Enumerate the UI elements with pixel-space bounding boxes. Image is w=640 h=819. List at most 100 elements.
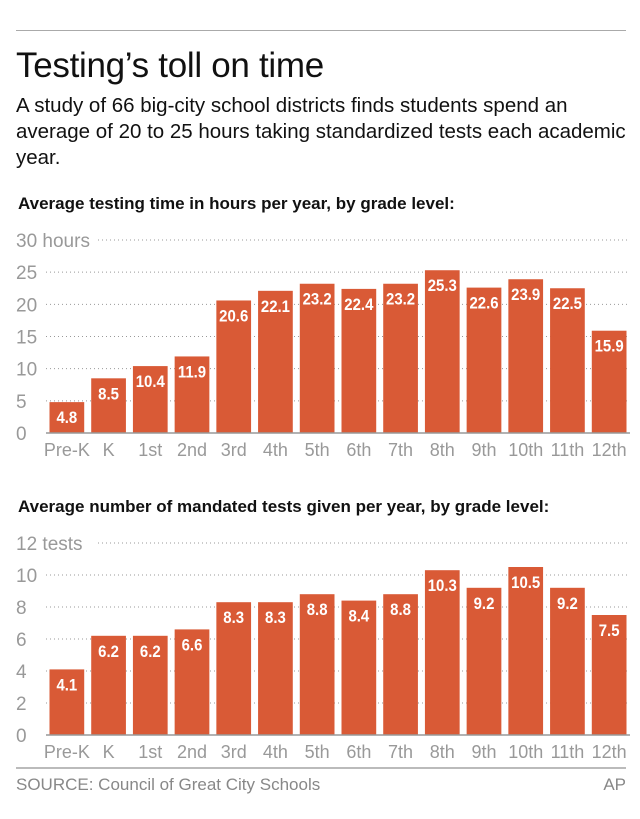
bar-value-label: 10.4	[136, 373, 165, 391]
bar-value-label: 9.2	[474, 595, 495, 613]
bar	[591, 330, 627, 433]
x-tick-label: Pre-K	[44, 742, 90, 762]
bar-value-label: 10.3	[428, 577, 457, 595]
bar	[132, 635, 168, 735]
x-tick-label: 8th	[430, 440, 455, 460]
y-tick-label: 4	[16, 662, 27, 683]
bar-value-label: 15.9	[595, 338, 624, 356]
bar	[49, 669, 85, 735]
source-note: SOURCE: Council of Great City Schools	[16, 775, 321, 794]
bar	[216, 300, 252, 433]
bar	[424, 570, 460, 735]
bar	[174, 629, 210, 735]
x-tick-label: 4th	[263, 742, 288, 762]
bottom-rule	[16, 767, 626, 769]
x-tick-label: 2nd	[177, 742, 207, 762]
x-tick-label: 5th	[305, 742, 330, 762]
bar-value-label: 6.6	[182, 637, 203, 655]
bar-value-label: 22.1	[261, 298, 290, 316]
x-tick-label: 7th	[388, 440, 413, 460]
y-tick-label: 12 tests	[16, 534, 83, 555]
bar-value-label: 8.4	[348, 608, 369, 626]
bar-value-label: 23.2	[303, 291, 332, 309]
x-tick-label: 9th	[471, 440, 496, 460]
x-tick-label: 3rd	[221, 440, 247, 460]
top-rule	[16, 30, 626, 31]
subtitle: A study of 66 big-city school districts …	[16, 94, 626, 169]
x-tick-label: 4th	[263, 440, 288, 460]
bar-value-label: 6.2	[98, 643, 119, 661]
y-tick-label: 5	[16, 392, 27, 413]
y-tick-label: 10	[16, 566, 37, 587]
x-tick-label: 2nd	[177, 440, 207, 460]
bar	[591, 615, 627, 735]
bar-value-label: 23.2	[386, 291, 415, 309]
y-tick-label: 2	[16, 694, 27, 715]
x-tick-label: 11th	[551, 440, 585, 460]
chart-title-hours: Average testing time in hours per year, …	[18, 194, 455, 213]
bar-value-label: 4.8	[56, 409, 77, 427]
bar-value-label: 4.1	[56, 677, 77, 695]
y-tick-label: 6	[16, 630, 27, 651]
bar-value-label: 11.9	[178, 364, 206, 382]
x-tick-label: 12th	[592, 742, 627, 762]
bar-value-label: 8.3	[223, 609, 244, 627]
bar	[550, 587, 585, 735]
bar	[216, 602, 252, 735]
y-tick-label: 10	[16, 360, 37, 381]
x-tick-label: K	[103, 440, 115, 460]
x-tick-label: 11th	[551, 742, 585, 762]
x-tick-label: 10th	[508, 742, 543, 762]
bar	[466, 587, 502, 735]
x-tick-label: 7th	[388, 742, 413, 762]
bar	[341, 288, 377, 433]
bar	[91, 635, 126, 735]
bar-value-label: 8.8	[307, 601, 328, 619]
bar	[174, 356, 210, 433]
bar-value-label: 20.6	[219, 308, 248, 326]
y-tick-label: 25	[16, 263, 37, 284]
bar-value-label: 23.9	[511, 286, 540, 304]
x-tick-label: 1st	[138, 742, 162, 762]
bar	[508, 567, 544, 735]
y-tick-label: 0	[16, 424, 27, 445]
x-tick-label: 6th	[346, 742, 371, 762]
x-tick-label: 5th	[305, 440, 330, 460]
y-tick-label: 30 hours	[16, 231, 90, 252]
x-tick-label: 9th	[471, 742, 496, 762]
chart-title-tests: Average number of mandated tests given p…	[18, 497, 550, 516]
bar-value-label: 6.2	[140, 643, 161, 661]
y-tick-label: 20	[16, 295, 37, 316]
bar-value-label: 25.3	[428, 277, 457, 295]
bar-value-label: 7.5	[599, 622, 620, 640]
bar	[299, 594, 335, 735]
x-tick-label: 6th	[346, 440, 371, 460]
bar-value-label: 10.5	[511, 574, 540, 592]
credit: AP	[603, 775, 626, 794]
x-tick-label: 8th	[430, 742, 455, 762]
bar	[341, 600, 377, 735]
x-tick-label: 1st	[138, 440, 162, 460]
bar-value-label: 22.5	[553, 295, 582, 313]
bar	[508, 279, 544, 433]
bar-value-label: 8.3	[265, 609, 286, 627]
bar	[299, 283, 335, 433]
x-tick-label: 3rd	[221, 742, 247, 762]
x-tick-label: K	[103, 742, 115, 762]
bar	[132, 366, 168, 433]
y-tick-label: 0	[16, 726, 27, 747]
bar-value-label: 8.8	[390, 601, 411, 619]
bar	[383, 594, 418, 735]
x-tick-label: 12th	[592, 440, 627, 460]
bar	[258, 602, 293, 735]
page-title: Testing’s toll on time	[16, 46, 324, 85]
x-tick-label: 10th	[508, 440, 543, 460]
bar	[550, 288, 585, 433]
bar-value-label: 22.4	[344, 296, 373, 314]
chart-hours: 0 5 10 15 20 25 30 hours 4.8 Pre-K 8.5 K 10.4 1st 11.…	[16, 231, 630, 460]
chart-tests: 0 2 4 6 8 10 12 tests 4.1 Pre-K 6.2 K 6.2 1st 6.6 2nd 8…	[16, 534, 630, 762]
bar	[466, 287, 502, 433]
x-tick-label: Pre-K	[44, 440, 90, 460]
bar	[383, 283, 418, 433]
